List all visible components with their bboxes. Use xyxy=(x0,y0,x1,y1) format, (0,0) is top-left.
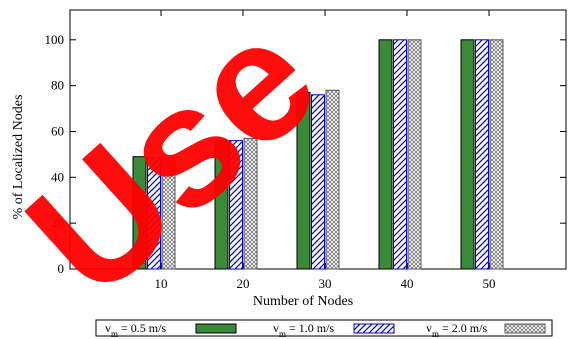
bar-2-40 xyxy=(393,39,407,270)
bar-3-40 xyxy=(407,39,422,270)
legend-label-1: vm = 0.5 m/s xyxy=(105,321,166,339)
bar-2-30 xyxy=(311,94,325,270)
legend: vm = 0.5 m/s vm = 1.0 m/s vm = 2.0 m/s xyxy=(95,319,553,339)
x-tick-label: 30 xyxy=(319,276,332,291)
bar-3-50 xyxy=(489,39,504,270)
bar-1-50 xyxy=(460,39,475,270)
bar-1-20 xyxy=(214,140,229,270)
y-tick-label: 80 xyxy=(51,78,64,93)
y-axis-title: % of Localized Nodes xyxy=(11,95,26,220)
bar-1-30 xyxy=(296,92,311,270)
legend-swatch-3 xyxy=(504,323,546,334)
y-tick-label: 20 xyxy=(51,215,64,230)
bar-2-20 xyxy=(229,140,243,270)
watermark-text: Use xyxy=(0,0,352,332)
bar-3-30 xyxy=(325,89,340,270)
x-tick-label: 40 xyxy=(401,276,414,291)
legend-swatch-1 xyxy=(195,323,237,334)
y-tick-label: 100 xyxy=(45,32,65,47)
bar-1-40 xyxy=(378,39,393,270)
y-tick-label: 60 xyxy=(51,123,64,138)
x-tick-label: 20 xyxy=(237,276,250,291)
bar-1-10 xyxy=(132,156,147,270)
y-tick-label: 0 xyxy=(58,261,65,276)
bar-2-50 xyxy=(475,39,489,270)
legend-label-3: vm = 2.0 m/s xyxy=(426,321,487,339)
x-axis-title: Number of Nodes xyxy=(253,294,353,309)
bar-3-10 xyxy=(161,157,176,270)
legend-label-2: vm = 1.0 m/s xyxy=(273,321,334,339)
bar-2-10 xyxy=(147,157,161,270)
bar-3-20 xyxy=(243,137,258,270)
x-tick-label: 50 xyxy=(483,276,496,291)
plot-area: 0 20 40 60 80 100 10 20 30 40 50 xyxy=(45,9,567,291)
x-tick-label: 10 xyxy=(155,276,168,291)
y-tick-label: 40 xyxy=(51,169,64,184)
legend-swatch-2 xyxy=(353,323,395,334)
